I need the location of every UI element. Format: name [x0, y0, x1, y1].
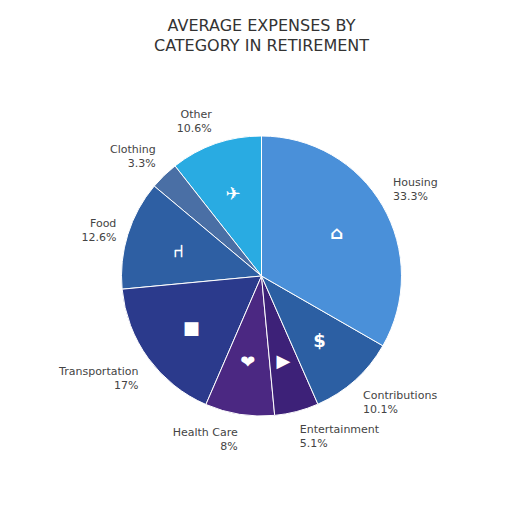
svg-text:Contributions10.1%: Contributions10.1% [363, 389, 437, 416]
html-text:CATEGORY IN RETIREMENT: CATEGORY IN RETIREMENT [154, 36, 369, 55]
svg-text:Other10.6%: Other10.6% [177, 108, 212, 135]
svg-text:Housing33.3%: Housing33.3% [393, 176, 438, 203]
svg-text:⌂: ⌂ [330, 222, 343, 243]
svg-text:✈: ✈ [226, 183, 241, 204]
svg-text:Clothing3.3%: Clothing3.3% [110, 143, 156, 170]
html-text:AVERAGE EXPENSES BY: AVERAGE EXPENSES BY [167, 16, 356, 35]
svg-text:■: ■ [183, 317, 200, 338]
svg-text:$: $ [313, 330, 326, 351]
svg-text:⑁: ⑁ [173, 240, 184, 261]
svg-text:Transportation17%: Transportation17% [58, 365, 138, 392]
svg-text:Health Care8%: Health Care8% [173, 426, 238, 453]
svg-text:Food12.6%: Food12.6% [81, 217, 116, 244]
svg-text:▶: ▶ [276, 350, 290, 371]
svg-text:Entertainment5.1%: Entertainment5.1% [300, 423, 380, 450]
svg-text:❤: ❤ [240, 351, 255, 372]
